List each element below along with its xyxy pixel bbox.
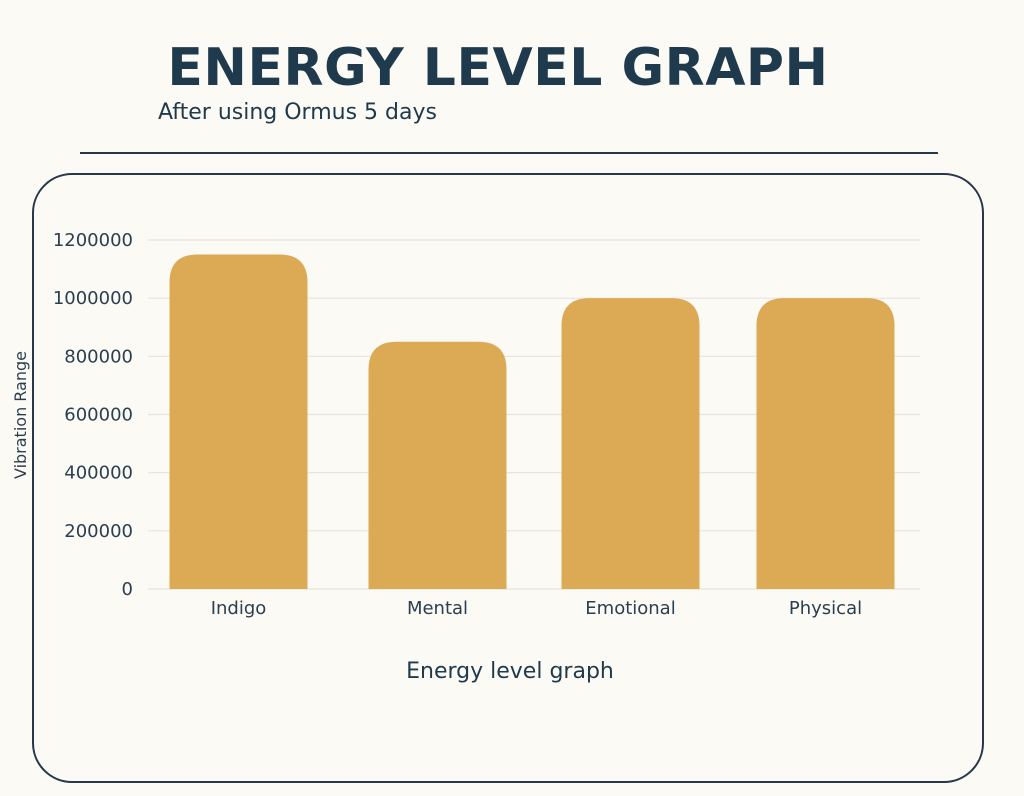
x-tick-label: Indigo (211, 598, 267, 619)
chart-frame (32, 173, 984, 783)
x-tick-labels: Indigo Mental Emotional Physical (211, 598, 862, 619)
x-tick-label: Mental (407, 598, 468, 619)
y-tick-label: 600000 (64, 405, 133, 426)
page-title: ENERGY LEVEL GRAPH (167, 38, 829, 98)
bar-mental (368, 341, 507, 589)
page-subtitle: After using Ormus 5 days (158, 100, 437, 125)
header-divider (80, 152, 938, 154)
bar-physical (756, 298, 895, 589)
y-tick-label: 1200000 (53, 230, 133, 251)
bar-emotional (561, 298, 700, 589)
bars (169, 254, 895, 589)
y-tick-label: 400000 (64, 463, 133, 484)
y-axis-title: Vibration Range (11, 351, 30, 479)
y-tick-label: 200000 (64, 521, 133, 542)
x-tick-label: Emotional (585, 598, 675, 619)
y-tick-label: 1000000 (53, 288, 133, 309)
y-tick-labels: 0 200000 400000 600000 800000 1000000 1200000 (53, 230, 133, 600)
y-tick-label: 0 (122, 579, 133, 600)
x-axis-title: Energy level graph (406, 659, 614, 684)
y-tick-label: 800000 (64, 346, 133, 367)
bar-indigo (169, 254, 308, 589)
x-tick-label: Physical (789, 598, 862, 619)
